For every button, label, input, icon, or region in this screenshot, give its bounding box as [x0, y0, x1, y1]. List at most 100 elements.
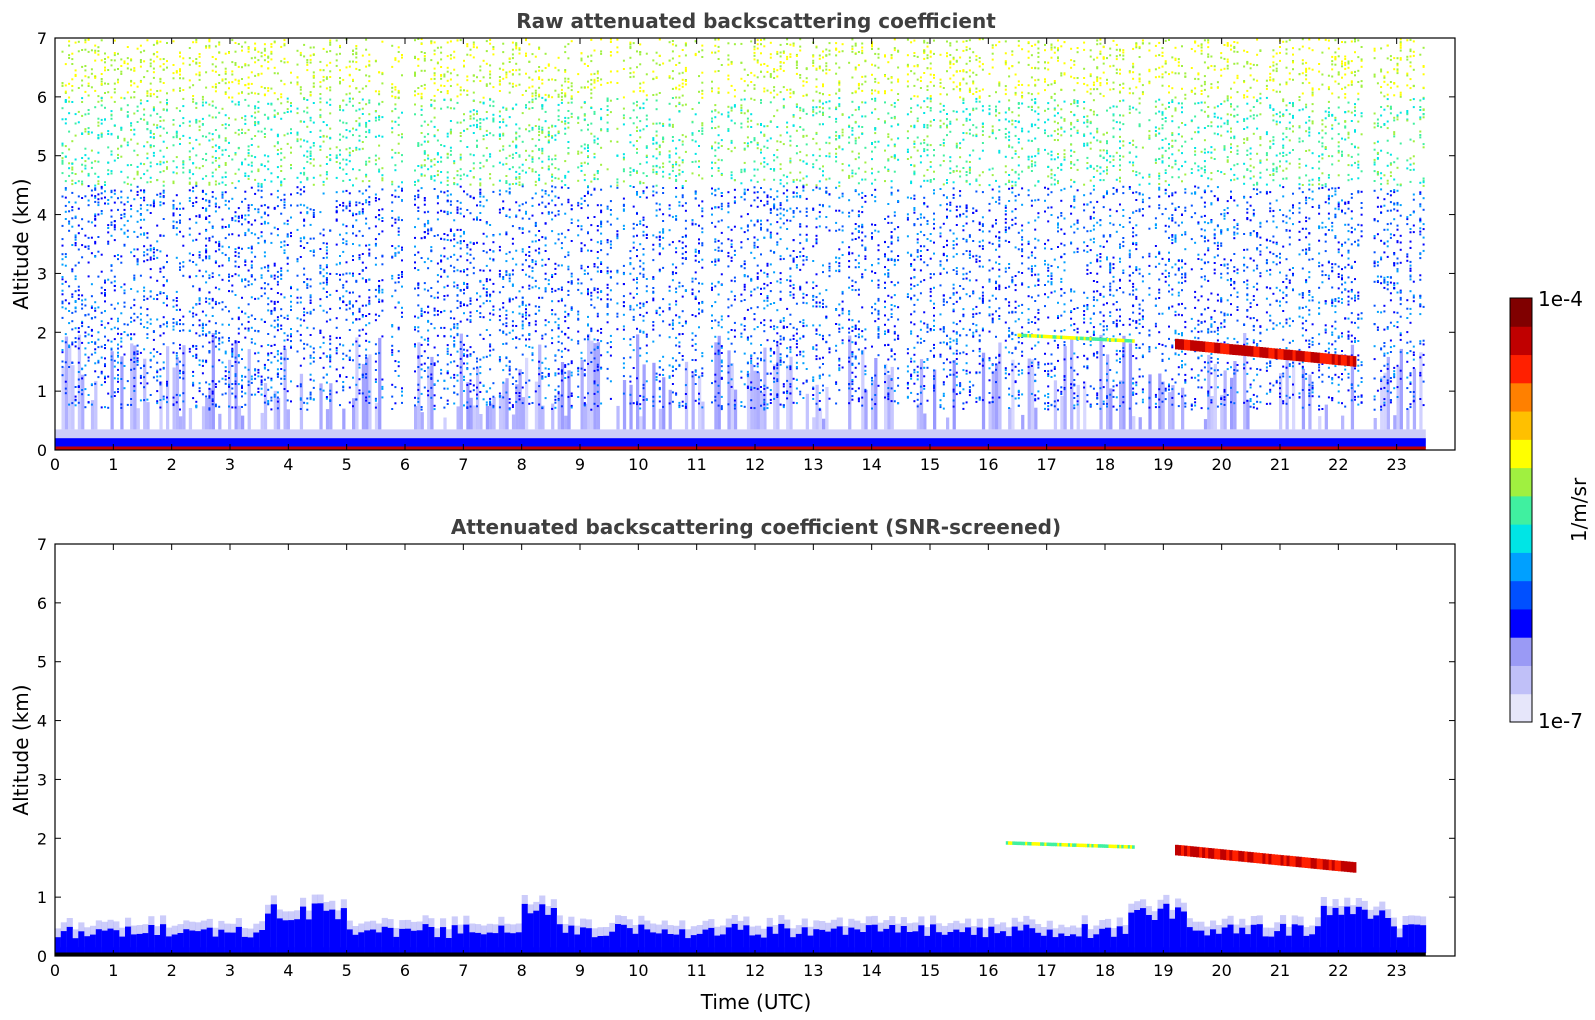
noise-pixel	[560, 299, 563, 302]
noise-pixel	[77, 347, 80, 350]
noise-pixel	[583, 359, 586, 362]
noise-pixel	[580, 57, 583, 60]
noise-pixel	[156, 400, 159, 403]
noise-pixel	[485, 221, 488, 224]
noise-pixel	[518, 290, 521, 293]
noise-pixel	[175, 352, 178, 355]
noise-pixel	[257, 73, 260, 76]
noise-pixel	[290, 400, 292, 403]
noise-pixel	[420, 69, 423, 72]
noise-pixel	[254, 219, 257, 222]
noise-pixel	[511, 41, 514, 44]
noise-pixel	[152, 199, 155, 202]
noise-pixel	[456, 294, 459, 297]
noise-pixel	[378, 209, 381, 212]
noise-pixel	[276, 72, 279, 75]
noise-pixel	[554, 395, 557, 398]
noise-pixel	[208, 46, 211, 49]
noise-pixel	[136, 363, 139, 366]
noise-pixel	[234, 382, 237, 385]
noise-pixel	[71, 179, 74, 182]
noise-pixel	[420, 237, 423, 240]
aerosol-column	[237, 405, 242, 430]
noise-pixel	[397, 60, 400, 63]
noise-pixel	[587, 323, 589, 326]
noise-pixel	[417, 356, 420, 359]
noise-pixel	[489, 153, 492, 156]
noise-pixel	[430, 42, 433, 45]
noise-pixel	[97, 160, 100, 163]
noise-pixel	[485, 117, 488, 120]
noise-pixel	[250, 232, 253, 235]
noise-pixel	[188, 120, 191, 123]
noise-pixel	[397, 365, 400, 368]
noise-pixel	[485, 288, 488, 290]
noise-pixel	[172, 318, 175, 320]
noise-pixel	[149, 82, 152, 85]
noise-pixel	[319, 114, 322, 117]
noise-pixel	[156, 51, 159, 54]
noise-pixel	[175, 227, 178, 230]
noise-pixel	[583, 114, 586, 117]
noise-pixel	[273, 335, 276, 338]
noise-pixel	[81, 101, 84, 103]
aerosol-column	[469, 397, 473, 430]
noise-pixel	[466, 79, 469, 82]
noise-pixel	[198, 269, 201, 272]
noise-pixel	[479, 312, 482, 315]
noise-pixel	[479, 182, 482, 185]
noise-pixel	[374, 360, 377, 363]
noise-pixel	[567, 77, 570, 80]
noise-pixel	[312, 357, 315, 359]
noise-pixel	[250, 341, 253, 344]
noise-pixel	[564, 92, 567, 95]
noise-pixel	[263, 378, 266, 381]
noise-pixel	[469, 315, 472, 318]
noise-pixel	[146, 333, 149, 336]
noise-pixel	[557, 69, 560, 72]
noise-pixel	[587, 392, 589, 395]
noise-pixel	[107, 130, 110, 133]
noise-pixel	[198, 254, 201, 257]
noise-pixel	[433, 383, 436, 386]
noise-pixel	[214, 58, 217, 61]
noise-pixel	[466, 285, 469, 288]
noise-pixel	[560, 203, 563, 206]
noise-pixel	[74, 244, 77, 247]
noise-pixel	[234, 396, 237, 399]
noise-pixel	[466, 355, 469, 358]
noise-pixel	[414, 113, 416, 116]
noise-pixel	[472, 154, 475, 157]
noise-pixel	[126, 323, 129, 326]
noise-pixel	[485, 293, 488, 296]
noise-pixel	[250, 161, 253, 164]
noise-pixel	[511, 329, 514, 332]
noise-pixel	[267, 283, 270, 286]
noise-pixel	[208, 199, 211, 202]
noise-pixel	[270, 43, 273, 46]
noise-pixel	[84, 90, 87, 93]
noise-pixel	[273, 40, 276, 43]
noise-pixel	[508, 144, 511, 147]
noise-pixel	[365, 38, 368, 41]
noise-pixel	[276, 350, 279, 352]
noise-pixel	[453, 219, 456, 222]
noise-pixel	[456, 323, 459, 326]
noise-pixel	[476, 144, 478, 147]
noise-pixel	[77, 261, 80, 264]
noise-pixel	[94, 49, 97, 52]
noise-pixel	[237, 327, 240, 330]
noise-pixel	[149, 62, 152, 65]
noise-pixel	[100, 59, 103, 62]
noise-pixel	[417, 366, 420, 368]
noise-pixel	[339, 108, 341, 111]
noise-pixel	[401, 390, 403, 393]
noise-pixel	[355, 53, 358, 55]
noise-pixel	[358, 230, 361, 233]
noise-pixel	[446, 370, 449, 373]
aerosol-column	[443, 417, 447, 430]
noise-pixel	[74, 398, 77, 401]
noise-pixel	[87, 199, 90, 202]
noise-pixel	[100, 253, 103, 256]
noise-pixel	[345, 158, 348, 161]
